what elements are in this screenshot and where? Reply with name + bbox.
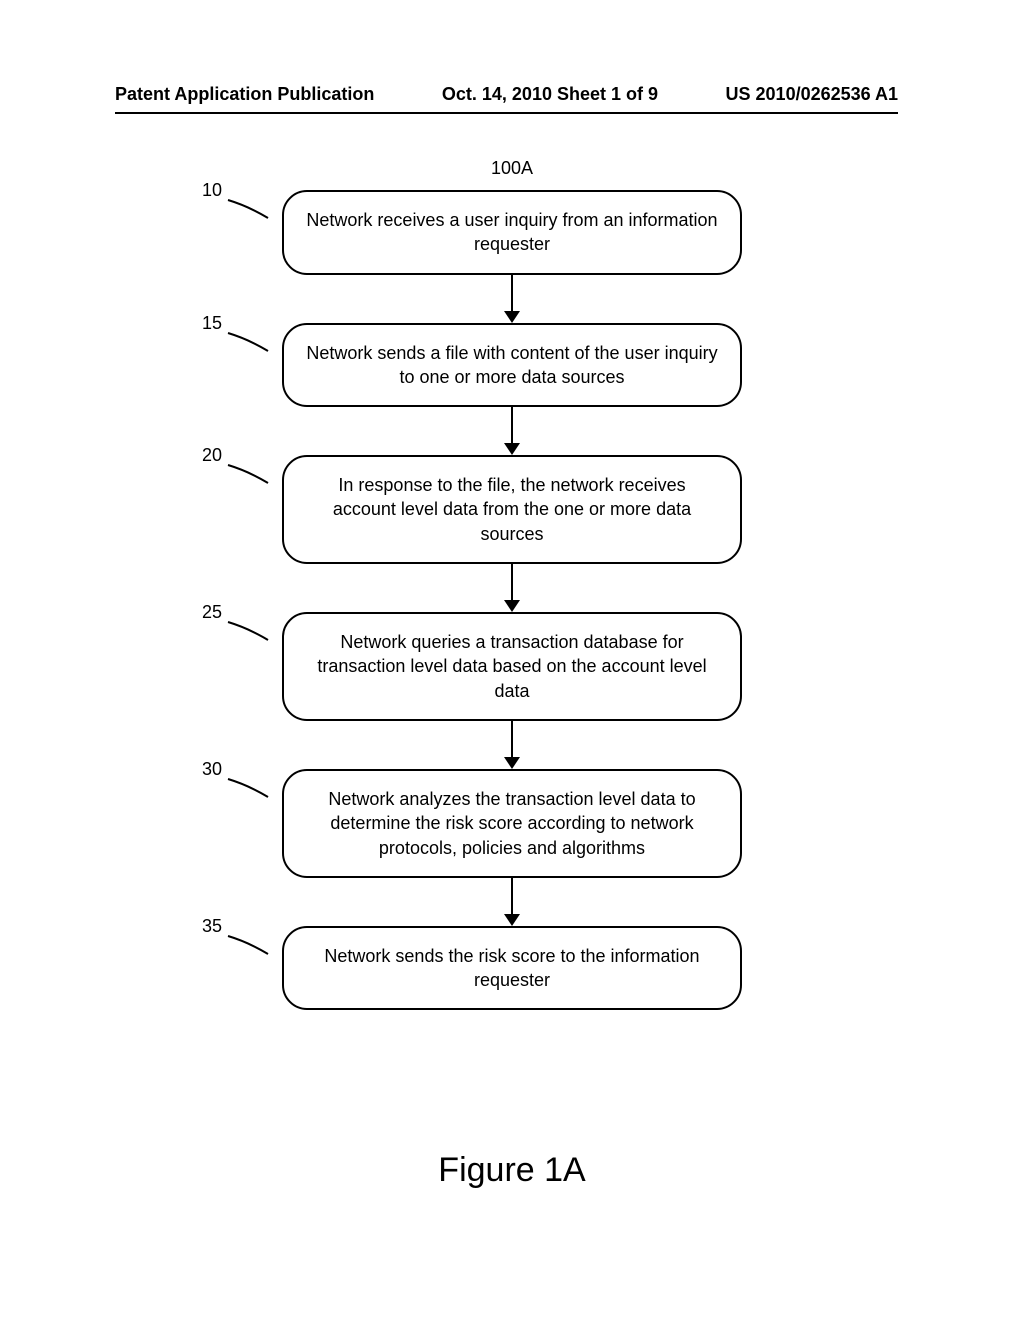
step-ref-number: 35	[202, 916, 222, 937]
header-pub-number: US 2010/0262536 A1	[726, 84, 898, 105]
step-ref-number: 20	[202, 445, 222, 466]
header-publication: Patent Application Publication	[115, 84, 374, 105]
flowchart-step: 25 Network queries a transaction databas…	[282, 612, 742, 721]
flowchart: 10 Network receives a user inquiry from …	[0, 190, 1024, 1010]
ref-leader-line	[226, 198, 270, 222]
ref-leader-line	[226, 777, 270, 801]
flowchart-step: 30 Network analyzes the transaction leve…	[282, 769, 742, 878]
flowchart-step: 10 Network receives a user inquiry from …	[282, 190, 742, 275]
header-date-sheet: Oct. 14, 2010 Sheet 1 of 9	[442, 84, 658, 105]
step-ref-number: 10	[202, 180, 222, 201]
flow-arrow	[0, 721, 1024, 769]
step-box: Network queries a transaction database f…	[282, 612, 742, 721]
flowchart-step: 35 Network sends the risk score to the i…	[282, 926, 742, 1011]
step-box: Network receives a user inquiry from an …	[282, 190, 742, 275]
ref-leader-line	[226, 331, 270, 355]
ref-leader-line	[226, 934, 270, 958]
step-ref-number: 30	[202, 759, 222, 780]
step-ref-number: 15	[202, 313, 222, 334]
flow-arrow	[0, 407, 1024, 455]
flowchart-step: 15 Network sends a file with content of …	[282, 323, 742, 408]
flowchart-step: 20 In response to the file, the network …	[282, 455, 742, 564]
step-box: Network analyzes the transaction level d…	[282, 769, 742, 878]
step-box: Network sends a file with content of the…	[282, 323, 742, 408]
flow-arrow	[0, 564, 1024, 612]
ref-leader-line	[226, 620, 270, 644]
step-ref-number: 25	[202, 602, 222, 623]
ref-leader-line	[226, 463, 270, 487]
step-box: Network sends the risk score to the info…	[282, 926, 742, 1011]
header-divider	[115, 112, 898, 114]
figure-caption: Figure 1A	[0, 1151, 1024, 1190]
step-box: In response to the file, the network rec…	[282, 455, 742, 564]
flow-arrow	[0, 275, 1024, 323]
page-header: Patent Application Publication Oct. 14, …	[0, 84, 1024, 105]
diagram-reference-label: 100A	[0, 158, 1024, 179]
flow-arrow	[0, 878, 1024, 926]
